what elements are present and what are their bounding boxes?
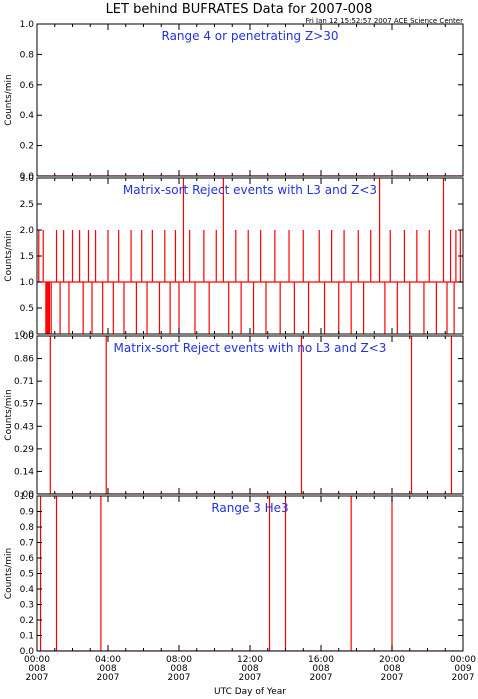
x-tick-label: 008 bbox=[28, 664, 45, 674]
y-tick-label: 0.00 bbox=[14, 490, 34, 500]
x-tick-label: 16:00 bbox=[308, 655, 334, 665]
x-tick-label: 04:00 bbox=[95, 655, 121, 665]
y-tick-label: 0.14 bbox=[14, 467, 34, 477]
x-tick-label: 00:00 bbox=[24, 655, 50, 665]
y-tick-label: 2.0 bbox=[20, 226, 35, 236]
panels: 0.0 0.2 0.4 0.6 0.8 1.0 Counts/min Range 4 or p… bbox=[4, 20, 464, 657]
x-tick-label: 008 bbox=[99, 664, 116, 674]
panel-annotation: Range 3 He3 bbox=[211, 501, 288, 515]
plot-frame bbox=[36, 177, 464, 335]
panel-3-series bbox=[37, 336, 463, 494]
y-tick-label: 0.6 bbox=[20, 554, 35, 564]
y-tick-label: 0.29 bbox=[14, 445, 34, 455]
y-axis-title: Counts/min bbox=[4, 389, 14, 440]
y-axis-title: Counts/min bbox=[4, 548, 14, 599]
x-tick-label: 2007 bbox=[26, 673, 49, 683]
y-tick-label: 1.00 bbox=[14, 332, 34, 342]
y-tick-label: 0.0 bbox=[20, 172, 35, 182]
panel-annotation: Range 4 or penetrating Z>30 bbox=[162, 29, 339, 43]
panel-4: 0.0 0.1 0.2 0.3 0.4 0.5 0.6 0.7 0.8 0.9 1.0 Counts/… bbox=[4, 492, 464, 657]
x-axis-title: UTC Day of Year bbox=[214, 687, 286, 697]
x-tick-label: 12:00 bbox=[237, 655, 263, 665]
y-tick-label: 1.0 bbox=[20, 278, 35, 288]
y-tick-label: 0.2 bbox=[20, 142, 34, 152]
panel-3: 0.00 0.14 0.29 0.43 0.57 0.71 0.86 1.00 Counts/m… bbox=[4, 332, 464, 500]
y-tick-label: 0.5 bbox=[20, 304, 34, 314]
y-tick-label: 0.8 bbox=[20, 523, 35, 533]
figure-subtitle: Fri Jan 12 15:52:57 2007 ACE Science Cen… bbox=[305, 17, 463, 25]
y-tick-label: 0.5 bbox=[20, 570, 34, 580]
x-tick-label: 2007 bbox=[168, 673, 191, 683]
y-tick-label: 0.8 bbox=[20, 50, 35, 60]
y-tick-label: 0.4 bbox=[20, 585, 35, 595]
figure-title: LET behind BUFRATES Data for 2007-008 bbox=[106, 2, 373, 17]
y-tick-label: 0.4 bbox=[20, 111, 35, 121]
y-tick-label: 0.1 bbox=[20, 632, 34, 642]
y-tick-label: 1.0 bbox=[20, 492, 35, 502]
y-axis-title: Counts/min bbox=[4, 74, 14, 125]
y-tick-label: 1.5 bbox=[20, 252, 34, 262]
y-tick-label: 0.57 bbox=[14, 400, 34, 410]
y-tick-label: 2.5 bbox=[20, 200, 34, 210]
y-tick-label: 0.0 bbox=[20, 330, 35, 340]
x-tick-label: 008 bbox=[312, 664, 329, 674]
panel-annotation: Matrix-sort Reject events with L3 and Z<… bbox=[123, 183, 377, 197]
y-tick-label: 3.0 bbox=[20, 174, 35, 184]
plot-frame bbox=[36, 23, 464, 177]
y-tick-label: 1.0 bbox=[20, 20, 35, 30]
y-tick-label: 0.6 bbox=[20, 81, 35, 91]
y-tick-label: 0.9 bbox=[20, 508, 35, 518]
x-tick-label: 08:00 bbox=[166, 655, 192, 665]
plot-frame bbox=[36, 335, 464, 495]
y-tick-label: 0.7 bbox=[20, 539, 34, 549]
x-tick-label: 00:00 bbox=[450, 655, 476, 665]
x-tick-label: 008 bbox=[383, 664, 400, 674]
y-tick-label: 0.3 bbox=[20, 601, 34, 611]
panel-annotation: Matrix-sort Reject events with no L3 and… bbox=[114, 341, 387, 355]
x-tick-label: 20:00 bbox=[379, 655, 405, 665]
x-tick-label: 2007 bbox=[452, 673, 475, 683]
x-tick-label: 008 bbox=[170, 664, 187, 674]
y-tick-label: 0.71 bbox=[14, 377, 34, 387]
panel-2: 0.0 0.5 1.0 1.5 2.0 2.5 3.0 Counts/min Matrix-so… bbox=[4, 174, 464, 340]
x-tick-label: 2007 bbox=[239, 673, 262, 683]
panel-2-series bbox=[37, 178, 463, 334]
y-tick-label: 0.2 bbox=[20, 616, 34, 626]
panel-4-series bbox=[37, 496, 463, 651]
x-tick-label: 009 bbox=[454, 664, 471, 674]
x-tick-label: 2007 bbox=[97, 673, 120, 683]
x-axis-labels: 00:00008200704:00008200708:00008200712:0… bbox=[24, 655, 476, 683]
panel-1: 0.0 0.2 0.4 0.6 0.8 1.0 Counts/min Range 4 or p… bbox=[4, 20, 464, 182]
x-tick-label: 2007 bbox=[310, 673, 333, 683]
y-tick-label: 0.0 bbox=[20, 647, 35, 657]
y-tick-label: 0.86 bbox=[14, 355, 34, 365]
y-axis-title: Counts/min bbox=[4, 230, 14, 281]
x-tick-label: 2007 bbox=[381, 673, 404, 683]
x-tick-label: 008 bbox=[241, 664, 258, 674]
y-tick-label: 0.43 bbox=[14, 422, 34, 432]
